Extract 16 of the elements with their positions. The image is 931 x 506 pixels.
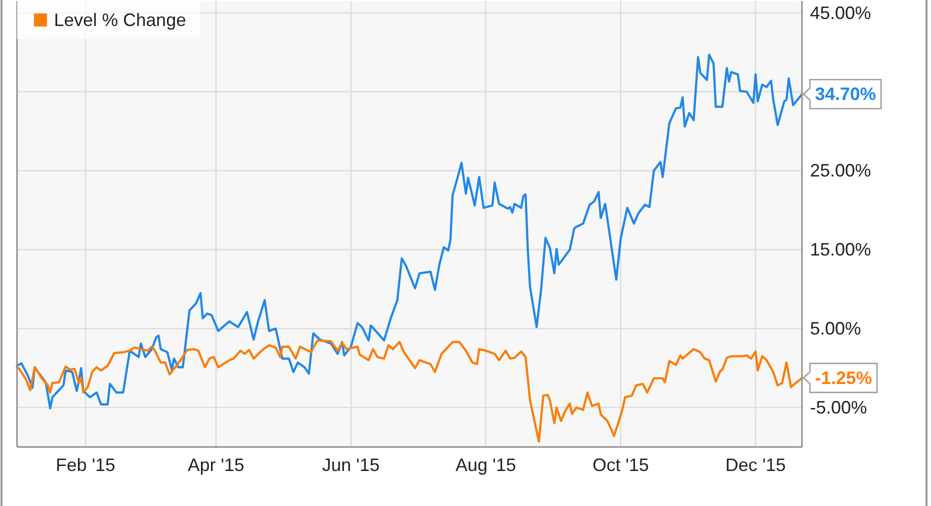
y-tick-label: 5.00% — [810, 318, 862, 339]
legend-label: Level % Change — [54, 10, 186, 30]
x-tick-label: Dec '15 — [725, 455, 786, 475]
data-label: -1.25% — [815, 368, 872, 388]
x-tick-label: Jun '15 — [322, 455, 380, 475]
data-label: 34.70% — [815, 84, 876, 104]
line-series — [16, 339, 804, 443]
x-tick-label: Oct '15 — [592, 455, 649, 475]
x-tick-label: Aug '15 — [456, 455, 516, 475]
y-tick-label: 15.00% — [810, 240, 872, 260]
y-tick-label: 45.00% — [810, 2, 872, 23]
y-tick-label: -5.00% — [810, 398, 868, 418]
x-tick-label: Apr '15 — [188, 455, 244, 475]
y-tick-label: 25.00% — [810, 160, 872, 181]
x-tick-label: Feb '15 — [56, 455, 116, 475]
line-series — [16, 54, 804, 410]
